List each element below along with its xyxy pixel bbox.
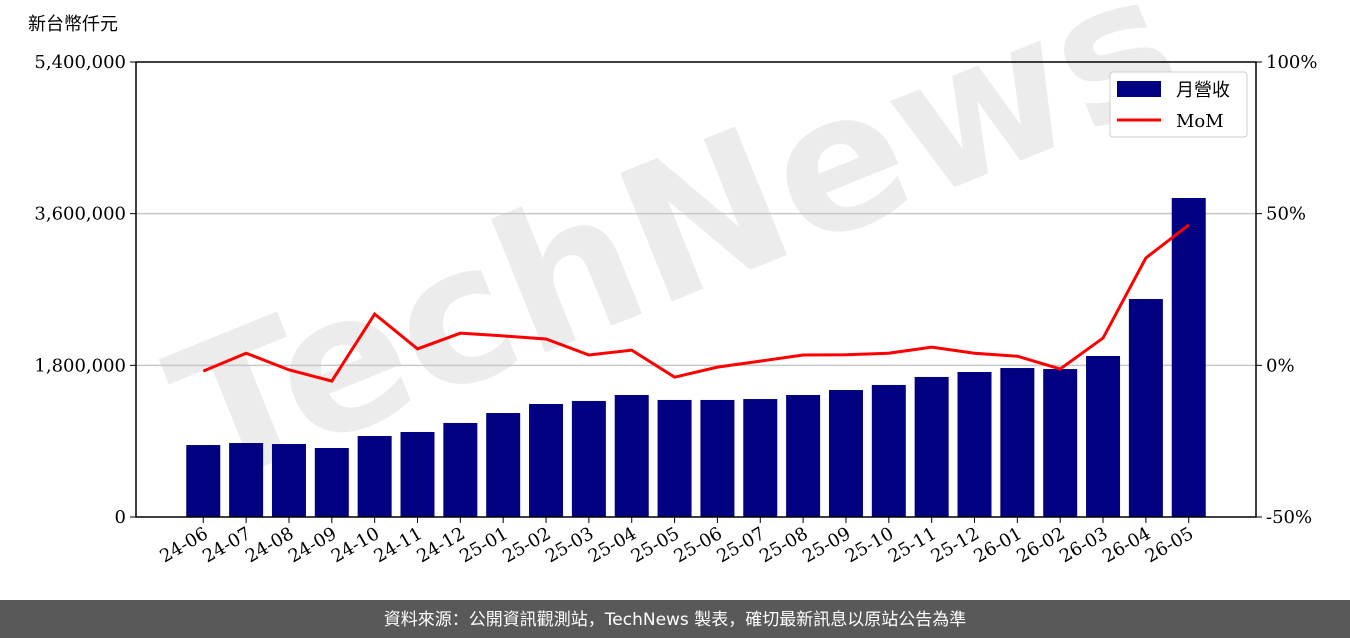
x-tick-label: 26-04 [1099,523,1154,567]
bar [700,399,735,517]
bar [657,399,692,517]
plot-frame [135,61,1257,518]
bar [871,384,906,517]
x-tick-label: 26-05 [1142,523,1197,567]
legend-swatch [1117,81,1161,97]
x-tick-label: 24-12 [413,523,468,567]
bar [743,399,778,517]
y-tick-label: 5,400,000 [34,52,126,73]
legend-label: MoM [1176,111,1224,132]
y2-tick-label: 50% [1266,204,1306,225]
bar [314,447,349,517]
x-tick-label: 24-08 [242,523,297,567]
bar [828,390,863,517]
bar [186,445,221,517]
y-tick-label: 0 [115,507,126,528]
y2-tick-label: 100% [1266,52,1317,73]
bar [957,371,992,517]
y2-tick-label: 0% [1266,355,1295,376]
x-tick-label: 24-11 [371,523,426,567]
x-tick-label: 25-02 [499,523,554,567]
x-tick-label: 25-03 [542,523,597,567]
bar [229,443,264,517]
x-tick-label: 25-01 [456,523,511,567]
bar [1043,369,1078,517]
x-tick-label: 25-07 [713,523,768,567]
y-tick-label: 3,600,000 [34,204,126,225]
y-axis-label: 新台幣仟元 [28,14,118,35]
bar [271,444,306,517]
bar [914,376,949,517]
bar [1086,355,1121,517]
x-tick-label: 25-10 [842,523,897,567]
x-tick-label: 24-07 [199,523,254,567]
source-note: 資料來源：公開資訊觀測站，TechNews 製表，確切最新訊息以原站公告為準 [384,610,966,630]
x-tick-label: 25-04 [585,523,640,567]
bar [529,404,564,517]
bar [614,394,649,517]
x-tick-label: 24-09 [285,523,340,567]
bar [786,394,821,517]
x-tick-label: 25-08 [756,523,811,567]
bar [1128,299,1163,517]
y-tick-label: 1,800,000 [34,355,126,376]
x-tick-label: 25-05 [628,523,683,567]
x-tick-label: 24-06 [156,523,211,567]
x-tick-label: 25-09 [799,523,854,567]
x-tick-label: 26-01 [970,523,1025,567]
bar [486,413,521,517]
footer-bar [0,600,1350,638]
x-tick-label: 25-11 [885,523,940,567]
x-tick-label: 24-10 [328,523,383,567]
legend-label: 月營收 [1176,80,1230,101]
bar [400,431,435,517]
mom-line [202,223,1190,383]
legend: 月營收 MoM [1109,71,1248,138]
bar [571,400,606,517]
x-tick-label: 25-12 [928,523,983,567]
bar [1171,197,1206,517]
x-tick-label: 25-06 [670,523,725,567]
bar [357,436,392,517]
x-tick-label: 26-02 [1013,523,1068,567]
bar [443,422,478,517]
x-tick-label: 26-03 [1056,523,1111,567]
bar [1000,368,1035,517]
y2-tick-label: -50% [1266,507,1312,528]
